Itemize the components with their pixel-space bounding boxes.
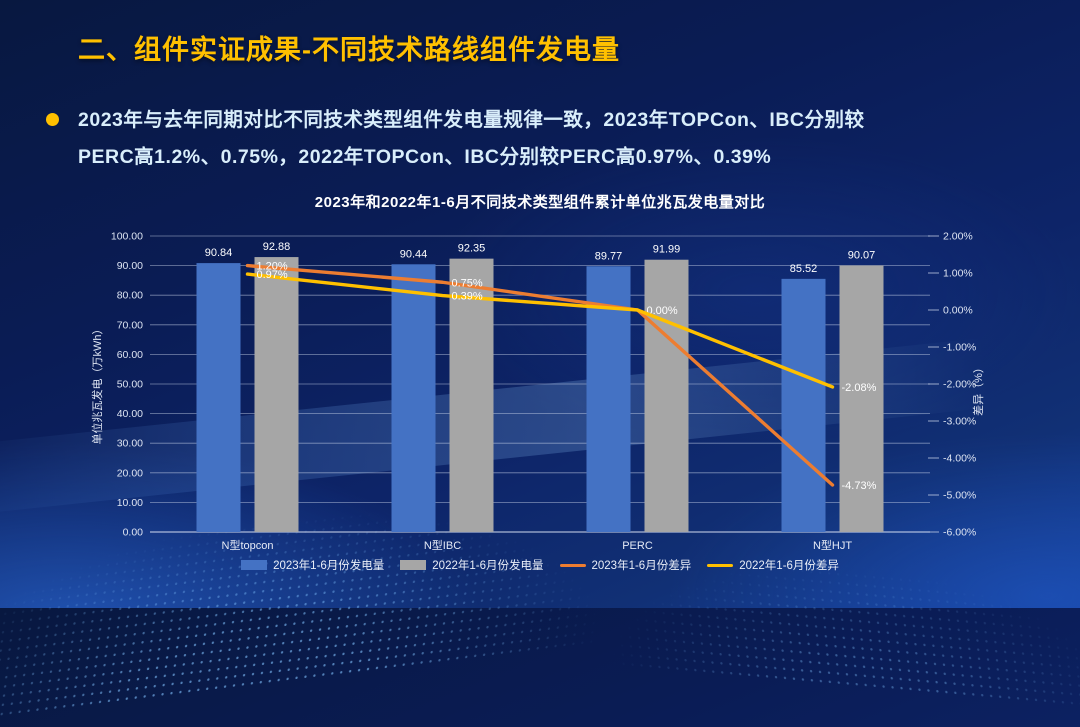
chart-title: 2023年和2022年1-6月不同技术类型组件累计单位兆瓦发电量对比 xyxy=(314,194,766,211)
left-axis-tick-label: 90.00 xyxy=(117,260,143,272)
left-axis-title: 单位兆瓦发电（万kWh） xyxy=(90,324,104,445)
left-axis-tick-label: 0.00 xyxy=(123,527,144,539)
page-title: 二、组件实证成果-不同技术路线组件发电量 xyxy=(78,35,620,65)
x-axis-category-label: N型HJT xyxy=(813,538,852,552)
legend-swatch-icon xyxy=(707,563,734,567)
left-axis-tick-label: 40.00 xyxy=(117,408,143,420)
left-axis-tick-label: 30.00 xyxy=(117,438,143,450)
left-axis-tick-label: 10.00 xyxy=(117,497,143,509)
right-axis-tick-label: -1.00% xyxy=(943,342,976,354)
right-axis-tick-label: -5.00% xyxy=(943,490,976,502)
bar-2023年1-6月份发电量-N型HJT xyxy=(781,278,826,532)
right-axis-tick-label: -4.00% xyxy=(943,453,976,465)
summary-text: 2023年与去年同期对比不同技术类型组件发电量规律一致，2023年TOPCon、… xyxy=(78,102,864,176)
legend-swatch-icon xyxy=(400,560,427,570)
right-axis-tick-label: -6.00% xyxy=(943,527,976,539)
summary-line-2: PERC高1.2%、0.75%，2022年TOPCon、IBC分别较PERC高0… xyxy=(78,146,772,168)
x-axis-category-label: N型topcon xyxy=(222,538,274,552)
bar-2022年1-6月份发电量-PERC xyxy=(644,259,689,532)
left-axis-tick-label: 20.00 xyxy=(117,467,143,479)
x-axis-category-label: N型IBC xyxy=(424,538,461,552)
bar-2022年1-6月份发电量-N型topcon xyxy=(254,257,299,532)
left-axis-tick-label: 70.00 xyxy=(117,319,143,331)
line-value-label: 0.75% xyxy=(452,277,483,289)
chart-legend: 2023年1-6月份发电量 2022年1-6月份发电量 2023年1-6月份差异 20… xyxy=(90,557,990,573)
right-axis-tick-label: 2.00% xyxy=(943,231,973,243)
legend-item-bar-1: 2022年1-6月份发电量 xyxy=(400,557,544,573)
bar-2022年1-6月份发电量-N型HJT xyxy=(839,265,884,532)
legend-label: 2023年1-6月份差异 xyxy=(591,560,692,572)
legend-swatch-icon xyxy=(559,563,586,567)
left-axis-tick-label: 50.00 xyxy=(117,379,143,391)
legend-item-line-0: 2023年1-6月份差异 xyxy=(559,557,692,573)
generation-comparison-chart: 2023年和2022年1-6月不同技术类型组件累计单位兆瓦发电量对比 0.00 1… xyxy=(90,193,990,593)
right-axis-title: 差异（%） xyxy=(971,362,985,416)
line-2022年1-6月份差异 xyxy=(245,272,835,389)
bar-value-label: 89.77 xyxy=(595,250,623,262)
left-axis-tick-label: 60.00 xyxy=(117,349,143,361)
bar-value-label: 90.44 xyxy=(400,248,428,260)
line-value-label: -4.73% xyxy=(842,480,877,492)
legend-label: 2023年1-6月份发电量 xyxy=(273,560,385,572)
left-axis-tick-label: 100.00 xyxy=(111,231,143,243)
line-2023年1-6月份差异 xyxy=(245,263,835,487)
summary-bullet: 2023年与去年同期对比不同技术类型组件发电量规律一致，2023年TOPCon、… xyxy=(46,102,1006,176)
bar-2023年1-6月份发电量-N型topcon xyxy=(196,263,241,532)
bar-value-label: 92.88 xyxy=(263,241,291,253)
line-value-label: 0.97% xyxy=(257,269,288,281)
line-value-label: -2.08% xyxy=(842,382,877,394)
bar-value-label: 90.07 xyxy=(848,249,876,261)
line-value-label: 0.39% xyxy=(452,291,483,303)
bar-value-label: 90.84 xyxy=(205,247,233,259)
bar-value-label: 91.99 xyxy=(653,244,681,256)
chart-plot-area: 0.00 10.00 20.00 30.00 40.00 50.00 60.00 70.00 8… xyxy=(90,231,985,553)
left-axis-tick-label: 80.00 xyxy=(117,290,143,302)
right-axis-tick-label: -2.00% xyxy=(943,379,976,391)
legend-label: 2022年1-6月份差异 xyxy=(739,560,839,572)
right-axis-tick-label: -3.00% xyxy=(943,416,976,428)
legend-swatch-icon xyxy=(241,560,268,570)
summary-line-1: 2023年与去年同期对比不同技术类型组件发电量规律一致，2023年TOPCon、… xyxy=(78,109,865,131)
bar-value-label: 92.35 xyxy=(458,243,486,255)
bar-2022年1-6月份发电量-N型IBC xyxy=(449,258,494,532)
x-axis-category-label: PERC xyxy=(622,540,653,552)
right-axis-tick-label: 0.00% xyxy=(943,305,973,317)
line-value-label: 0.00% xyxy=(647,305,678,317)
right-axis-tick-label: 1.00% xyxy=(943,268,973,280)
bar-value-label: 85.52 xyxy=(790,263,818,275)
bar-2023年1-6月份发电量-N型IBC xyxy=(391,264,436,532)
bullet-dot-icon xyxy=(46,113,59,126)
line-value-label: 1.20% xyxy=(257,261,288,273)
legend-label: 2022年1-6月份发电量 xyxy=(432,560,544,572)
legend-item-line-1: 2022年1-6月份差异 xyxy=(707,557,839,573)
legend-item-bar-0: 2023年1-6月份发电量 xyxy=(241,557,384,573)
